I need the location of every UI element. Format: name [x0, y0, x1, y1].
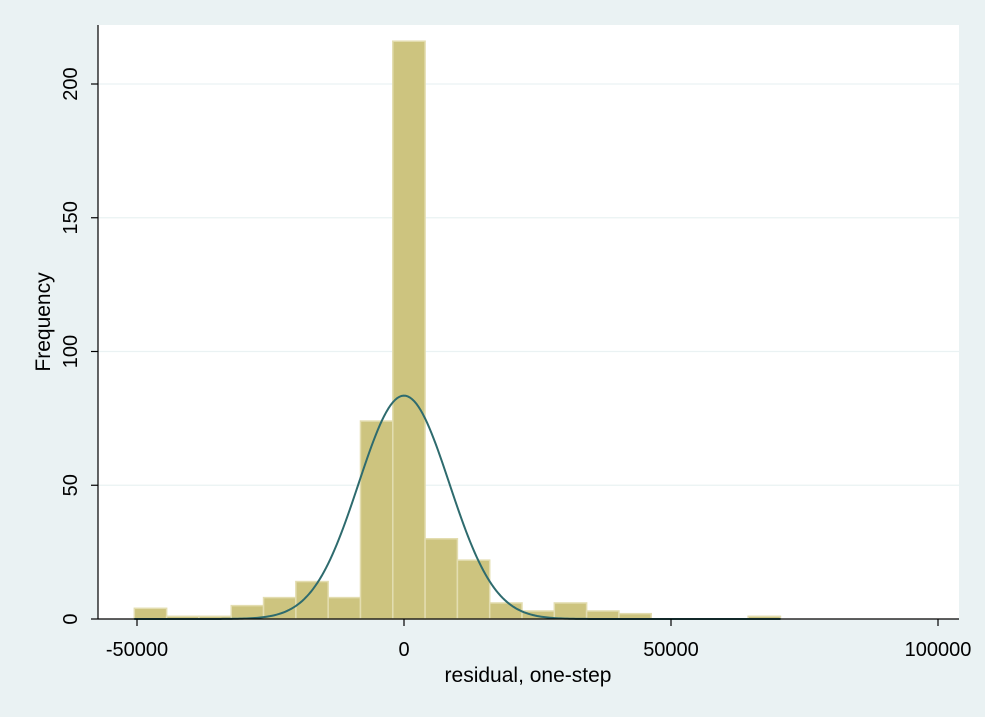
y-axis-title: Frequency — [32, 272, 55, 372]
y-tick-label: 150 — [60, 201, 82, 234]
grid-lines — [98, 83, 959, 486]
histogram-bar — [488, 602, 523, 620]
histogram-bar — [327, 596, 362, 620]
histogram-bars — [133, 40, 782, 620]
histogram-bar — [456, 559, 491, 620]
histogram-bar — [553, 602, 588, 620]
histogram-bar — [424, 538, 459, 620]
histogram-bar — [133, 607, 168, 620]
histogram-bar — [295, 580, 329, 620]
x-tick-label: 0 — [398, 639, 409, 661]
y-tick-label: 100 — [60, 335, 82, 368]
x-axis-ticks: -50000 0 50000 100000 — [106, 619, 972, 661]
x-tick-label: 100000 — [905, 639, 972, 661]
y-axis-ticks: 0 50 100 150 200 — [60, 67, 98, 625]
x-tick-label: -50000 — [106, 639, 168, 661]
y-tick-label: 50 — [60, 474, 82, 496]
histogram-bar — [359, 420, 394, 620]
histogram-bar — [392, 40, 426, 620]
x-tick-label: 50000 — [643, 639, 699, 661]
plot-area — [98, 25, 959, 619]
histogram-bar — [585, 610, 620, 620]
x-axis-title: residual, one-step — [445, 664, 612, 687]
y-tick-label: 0 — [60, 613, 82, 624]
y-tick-label: 200 — [60, 67, 82, 100]
